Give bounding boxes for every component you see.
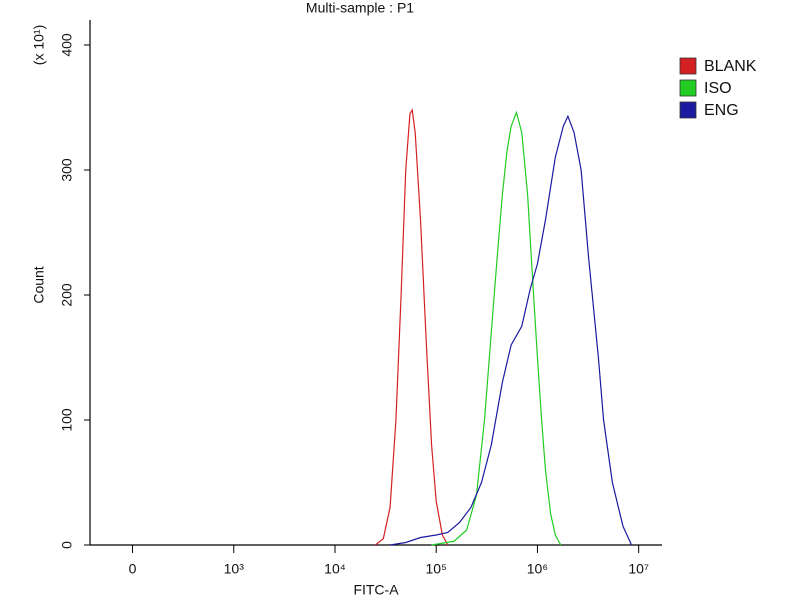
y-tick-label: 0 xyxy=(59,541,75,549)
histogram-line xyxy=(374,108,449,546)
x-axis-label: FITC-A xyxy=(353,582,399,598)
legend-label: ENG xyxy=(704,102,739,119)
y-tick-label: 100 xyxy=(59,408,75,432)
legend-label: BLANK xyxy=(704,58,757,75)
x-tick-label: 10⁴ xyxy=(324,561,346,577)
x-tick-label: 0 xyxy=(129,561,137,577)
x-tick-label: 10⁷ xyxy=(628,561,649,577)
chart-title: Multi-sample : P1 xyxy=(306,0,414,16)
y-tick-label: 400 xyxy=(59,33,75,57)
y-tick-label: 300 xyxy=(59,158,75,182)
x-tick-label: 10³ xyxy=(224,561,245,577)
x-tick-label: 10⁶ xyxy=(527,561,548,577)
legend-label: ISO xyxy=(704,80,732,97)
legend-swatch xyxy=(679,101,697,119)
histogram-line xyxy=(389,114,633,546)
legend-swatch xyxy=(679,79,697,97)
y-multiplier-label: (x 10¹) xyxy=(31,25,47,65)
y-tick-label: 200 xyxy=(59,283,75,307)
y-axis-label: Count xyxy=(31,266,47,303)
x-tick-label: 10⁵ xyxy=(426,561,447,577)
histogram-line xyxy=(431,110,562,546)
legend-swatch xyxy=(679,57,697,75)
